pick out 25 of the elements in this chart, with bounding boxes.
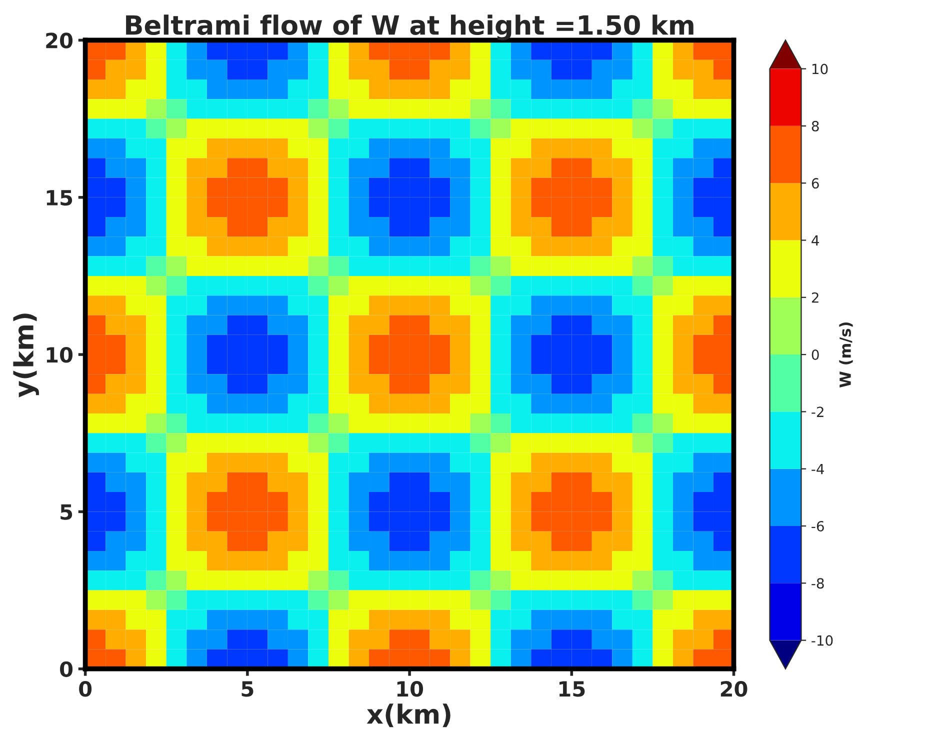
- color-bar-label: 8: [812, 120, 819, 132]
- y-tick-label: 0: [60, 661, 73, 678]
- x-tick-label: 20: [720, 681, 748, 697]
- x-tick-label: 5: [242, 681, 254, 697]
- color-bar-label: -2: [812, 406, 824, 417]
- color-bar-label: -6: [812, 520, 824, 532]
- x-tick-label: 15: [560, 681, 585, 697]
- color-bar-title: W (m/s): [839, 322, 853, 388]
- color-bar-label: 4: [812, 235, 819, 246]
- color-bar-label: 0: [812, 350, 819, 360]
- color-bar-label: 10: [812, 64, 828, 74]
- color-bar-label: -4: [812, 464, 824, 474]
- y-tick-label: 5: [60, 504, 72, 520]
- x-tick-label: 10: [397, 681, 424, 697]
- color-bar-label: -8: [812, 578, 824, 589]
- y-tick-label: 10: [46, 346, 73, 363]
- x-tick-label: 0: [79, 681, 92, 697]
- color-bar-label: 6: [812, 178, 819, 189]
- chart-title: Beltrami flow of W at height =1.50 km: [126, 14, 694, 40]
- y-tick-label: 15: [46, 190, 72, 206]
- y-axis-title: y(km): [13, 314, 39, 398]
- y-tick-label: 20: [46, 32, 73, 48]
- color-bar-label: -10: [812, 635, 833, 646]
- x-axis-title: x(km): [366, 704, 450, 728]
- color-bar-label: 2: [812, 292, 818, 303]
